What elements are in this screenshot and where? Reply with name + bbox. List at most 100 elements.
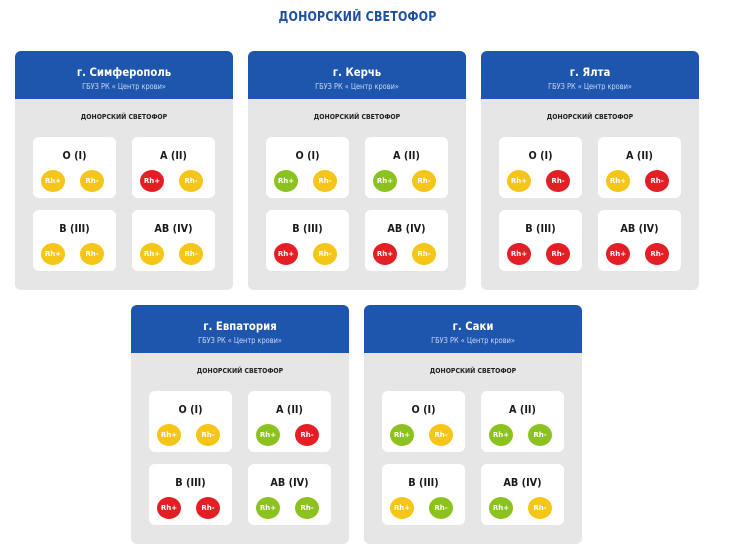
rh-positive-indicator: Rh+ bbox=[41, 243, 65, 265]
rh-indicators: Rh+ Rh- bbox=[41, 170, 111, 194]
rh-negative-indicator: Rh- bbox=[196, 497, 220, 519]
city-name: г. Евпатория bbox=[203, 319, 277, 333]
blood-group-label: B (III) bbox=[525, 222, 556, 235]
rh-positive-indicator: Rh+ bbox=[274, 243, 298, 265]
blood-group-tile: B (III) Rh+ Rh- bbox=[266, 210, 349, 271]
card-header: г. Симферополь ГБУЗ РК « Центр крови» bbox=[15, 51, 233, 99]
rh-indicators: Rh+ Rh- bbox=[157, 497, 227, 521]
city-name: г. Керчь bbox=[332, 65, 382, 79]
city-card: г. Симферополь ГБУЗ РК « Центр крови» ДОНО… bbox=[15, 51, 233, 290]
page-title: ДОНОРСКИЙ СВЕТОФОР bbox=[278, 10, 437, 25]
rh-negative-indicator: Rh- bbox=[528, 424, 552, 446]
rh-negative-indicator: Rh- bbox=[295, 497, 319, 519]
rh-negative-indicator: Rh- bbox=[645, 243, 669, 265]
rh-indicators: Rh+ Rh- bbox=[373, 243, 443, 267]
organization-name: ГБУЗ РК « Центр крови» bbox=[198, 336, 282, 345]
card-subtitle: ДОНОРСКИЙ СВЕТОФОР bbox=[429, 367, 517, 375]
rh-positive-indicator: Rh+ bbox=[390, 497, 414, 519]
rh-indicators: Rh+ Rh- bbox=[606, 170, 676, 194]
card-header: г. Евпатория ГБУЗ РК « Центр крови» bbox=[131, 305, 349, 353]
rh-indicators: Rh+ Rh- bbox=[41, 243, 111, 267]
rh-negative-indicator: Rh- bbox=[546, 170, 570, 192]
blood-group-label: O (I) bbox=[528, 149, 553, 162]
rh-indicators: Rh+ Rh- bbox=[140, 170, 210, 194]
blood-group-tile: A (II) Rh+ Rh- bbox=[365, 137, 448, 198]
blood-group-label: O (I) bbox=[411, 403, 436, 416]
rh-negative-indicator: Rh- bbox=[429, 497, 453, 519]
blood-group-label: A (II) bbox=[509, 403, 536, 416]
rh-negative-indicator: Rh- bbox=[412, 243, 436, 265]
blood-group-label: A (II) bbox=[160, 149, 187, 162]
blood-group-tile: B (III) Rh+ Rh- bbox=[33, 210, 116, 271]
blood-group-tile: O (I) Rh+ Rh- bbox=[266, 137, 349, 198]
blood-group-tile: O (I) Rh+ Rh- bbox=[382, 391, 465, 452]
rh-positive-indicator: Rh+ bbox=[390, 424, 414, 446]
rh-positive-indicator: Rh+ bbox=[489, 497, 513, 519]
blood-group-label: B (III) bbox=[175, 476, 206, 489]
blood-group-label: A (II) bbox=[393, 149, 420, 162]
city-card: г. Керчь ГБУЗ РК « Центр крови» ДОНОРСКИЙ … bbox=[248, 51, 466, 290]
blood-group-label: B (III) bbox=[408, 476, 439, 489]
rh-positive-indicator: Rh+ bbox=[157, 424, 181, 446]
rh-negative-indicator: Rh- bbox=[429, 424, 453, 446]
rh-indicators: Rh+ Rh- bbox=[390, 424, 460, 448]
blood-group-label: B (III) bbox=[292, 222, 323, 235]
organization-name: ГБУЗ РК « Центр крови» bbox=[548, 82, 632, 91]
blood-groups-grid: O (I) Rh+ Rh- A (II) Rh+ Rh- B (III) Rh+ Rh- AB (… bbox=[382, 391, 564, 527]
rh-negative-indicator: Rh- bbox=[295, 424, 319, 446]
rh-positive-indicator: Rh+ bbox=[606, 170, 630, 192]
rh-indicators: Rh+ Rh- bbox=[256, 424, 326, 448]
rh-indicators: Rh+ Rh- bbox=[489, 424, 559, 448]
blood-group-tile: B (III) Rh+ Rh- bbox=[499, 210, 582, 271]
rh-indicators: Rh+ Rh- bbox=[373, 170, 443, 194]
card-subtitle: ДОНОРСКИЙ СВЕТОФОР bbox=[196, 367, 284, 375]
blood-group-tile: A (II) Rh+ Rh- bbox=[598, 137, 681, 198]
blood-group-tile: O (I) Rh+ Rh- bbox=[33, 137, 116, 198]
rh-indicators: Rh+ Rh- bbox=[390, 497, 460, 521]
blood-groups-grid: O (I) Rh+ Rh- A (II) Rh+ Rh- B (III) Rh+ Rh- AB (… bbox=[33, 137, 215, 273]
blood-group-label: A (II) bbox=[626, 149, 653, 162]
blood-group-label: AB (IV) bbox=[503, 476, 542, 489]
blood-group-label: O (I) bbox=[62, 149, 87, 162]
rh-negative-indicator: Rh- bbox=[80, 170, 104, 192]
rh-positive-indicator: Rh+ bbox=[140, 170, 164, 192]
card-header: г. Ялта ГБУЗ РК « Центр крови» bbox=[481, 51, 699, 99]
rh-positive-indicator: Rh+ bbox=[373, 170, 397, 192]
blood-group-tile: A (II) Rh+ Rh- bbox=[132, 137, 215, 198]
blood-group-tile: AB (IV) Rh+ Rh- bbox=[248, 464, 331, 525]
rh-positive-indicator: Rh+ bbox=[507, 243, 531, 265]
rh-positive-indicator: Rh+ bbox=[507, 170, 531, 192]
blood-group-label: O (I) bbox=[178, 403, 203, 416]
blood-group-tile: AB (IV) Rh+ Rh- bbox=[598, 210, 681, 271]
blood-groups-grid: O (I) Rh+ Rh- A (II) Rh+ Rh- B (III) Rh+ Rh- AB (… bbox=[149, 391, 331, 527]
rh-indicators: Rh+ Rh- bbox=[274, 170, 344, 194]
card-subtitle: ДОНОРСКИЙ СВЕТОФОР bbox=[80, 113, 168, 121]
blood-group-tile: AB (IV) Rh+ Rh- bbox=[481, 464, 564, 525]
blood-group-tile: A (II) Rh+ Rh- bbox=[481, 391, 564, 452]
card-subtitle: ДОНОРСКИЙ СВЕТОФОР bbox=[313, 113, 401, 121]
card-header: г. Керчь ГБУЗ РК « Центр крови» bbox=[248, 51, 466, 99]
rh-indicators: Rh+ Rh- bbox=[157, 424, 227, 448]
blood-group-tile: B (III) Rh+ Rh- bbox=[382, 464, 465, 525]
blood-group-tile: O (I) Rh+ Rh- bbox=[149, 391, 232, 452]
rh-negative-indicator: Rh- bbox=[196, 424, 220, 446]
rh-indicators: Rh+ Rh- bbox=[140, 243, 210, 267]
blood-group-label: AB (IV) bbox=[620, 222, 659, 235]
rh-indicators: Rh+ Rh- bbox=[507, 170, 577, 194]
blood-group-label: AB (IV) bbox=[270, 476, 309, 489]
rh-indicators: Rh+ Rh- bbox=[274, 243, 344, 267]
blood-group-tile: O (I) Rh+ Rh- bbox=[499, 137, 582, 198]
blood-group-label: A (II) bbox=[276, 403, 303, 416]
rh-negative-indicator: Rh- bbox=[313, 170, 337, 192]
rh-indicators: Rh+ Rh- bbox=[489, 497, 559, 521]
city-card: г. Ялта ГБУЗ РК « Центр крови» ДОНОРСКИЙ С… bbox=[481, 51, 699, 290]
blood-group-tile: AB (IV) Rh+ Rh- bbox=[365, 210, 448, 271]
rh-negative-indicator: Rh- bbox=[546, 243, 570, 265]
blood-group-label: AB (IV) bbox=[387, 222, 426, 235]
city-name: г. Саки bbox=[452, 319, 494, 333]
rh-positive-indicator: Rh+ bbox=[256, 424, 280, 446]
organization-name: ГБУЗ РК « Центр крови» bbox=[82, 82, 166, 91]
rh-indicators: Rh+ Rh- bbox=[507, 243, 577, 267]
city-name: г. Симферополь bbox=[76, 65, 172, 79]
rh-negative-indicator: Rh- bbox=[179, 170, 203, 192]
